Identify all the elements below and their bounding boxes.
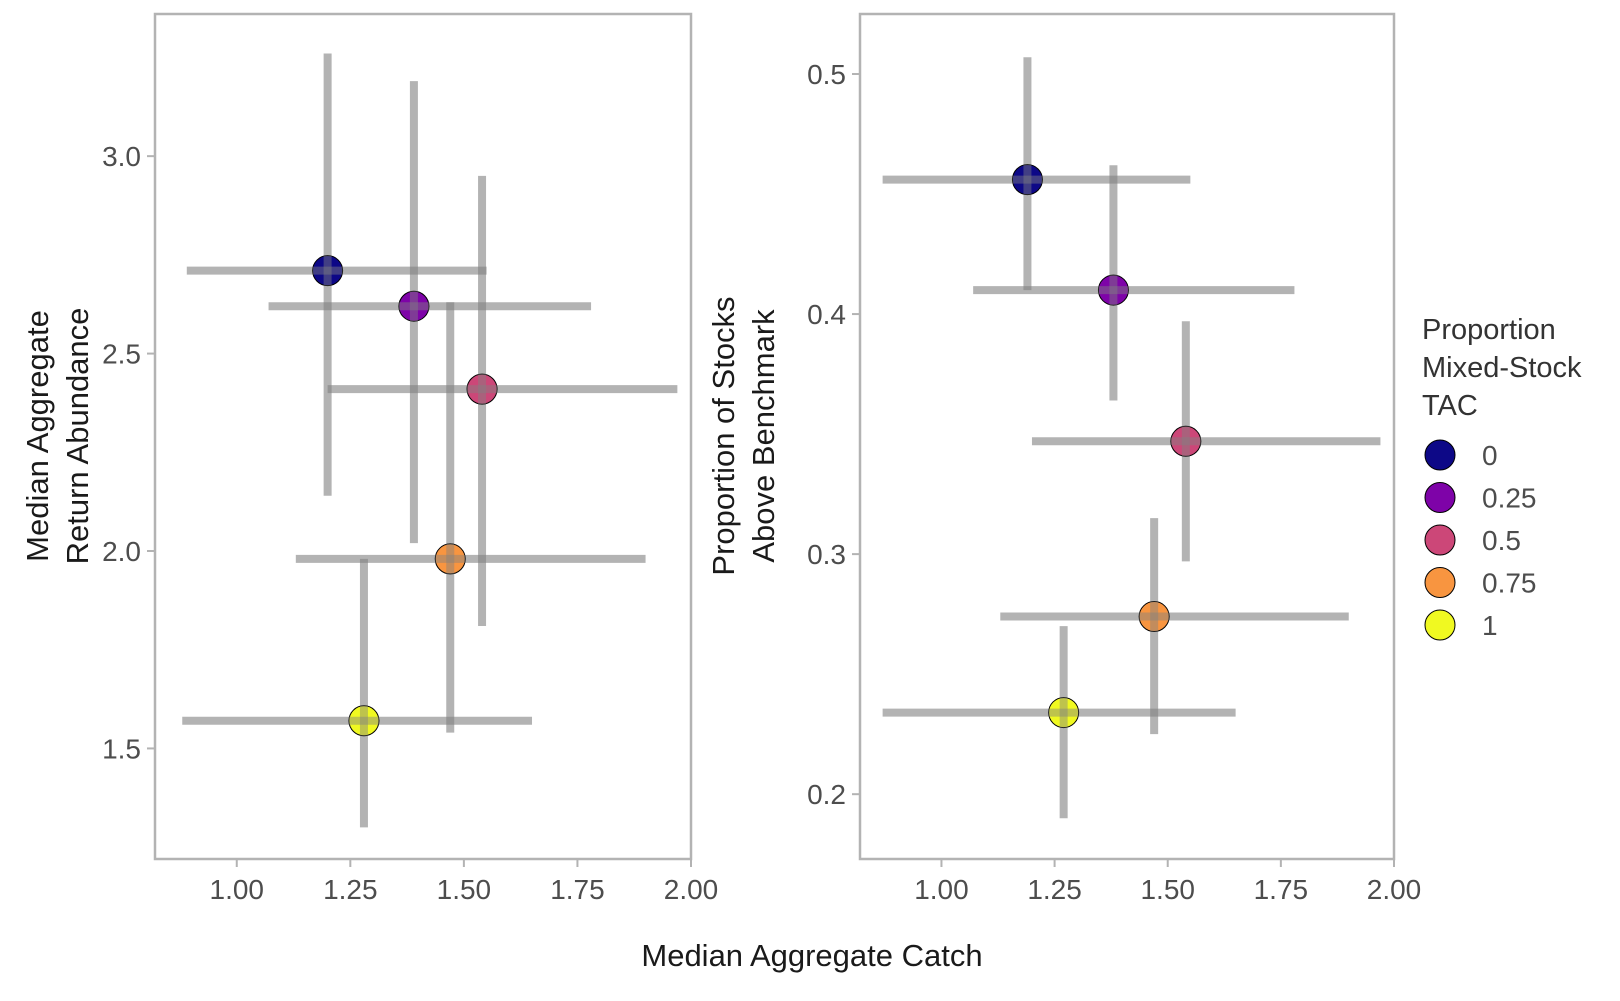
data-point — [1048, 697, 1080, 729]
y-axis-title-line: Above Benchmark — [746, 309, 781, 563]
legend-title-line-2: Mixed-Stock — [1422, 352, 1582, 384]
data-point — [466, 373, 498, 405]
legend-item: 0.5 — [1424, 524, 1521, 556]
data-point — [434, 543, 466, 575]
y-tick-label: 3.0 — [102, 141, 141, 172]
legend-item: 0 — [1424, 439, 1498, 471]
panel-border — [153, 12, 693, 861]
legend-key — [1424, 439, 1456, 471]
plot-marks — [882, 57, 1381, 819]
legend-key — [1424, 524, 1456, 556]
data-point — [312, 255, 344, 287]
legend-items: 0 0.25 0.5 0.75 1 — [1424, 439, 1537, 641]
y-axis-title-line: Return Abundance — [60, 308, 95, 565]
data-point — [1170, 425, 1202, 457]
x-tick-label: 1.00 — [210, 874, 265, 905]
x-tick-label: 2.00 — [1367, 874, 1422, 905]
panel-proportion-above-benchmark: 1.00 1.25 1.50 1.75 2.00 0.2 0.3 0.4 0.5 Proporti… — [706, 12, 1422, 905]
data-point — [348, 705, 380, 737]
x-tick-label: 1.25 — [1027, 874, 1082, 905]
legend-title-line-1: Proportion — [1422, 314, 1556, 346]
x-tick-label: 1.75 — [550, 874, 605, 905]
legend-key — [1424, 482, 1456, 513]
legend-label: 1 — [1482, 610, 1498, 641]
data-point — [398, 290, 430, 322]
legend-item: 0.25 — [1424, 482, 1537, 514]
panel-border — [858, 12, 1396, 861]
data-point — [1011, 164, 1043, 196]
legend-title-line-3: TAC — [1422, 390, 1478, 422]
legend-key — [1424, 609, 1456, 641]
x-tick-label: 1.25 — [323, 874, 378, 905]
y-axis-title-line: Median Aggregate — [20, 310, 55, 562]
legend: Proportion Mixed-Stock TAC 0 0.25 0.5 0.75 1 — [1422, 314, 1590, 641]
x-axis-title: Median Aggregate Catch — [641, 938, 982, 973]
y-tick-label: 1.5 — [102, 733, 141, 764]
plot-area — [155, 14, 691, 859]
legend-key — [1424, 567, 1456, 598]
legend-label: 0.5 — [1482, 525, 1521, 556]
y-tick-label: 0.4 — [807, 299, 846, 330]
legend-label: 0.75 — [1482, 568, 1537, 599]
y-tick-label: 2.5 — [102, 339, 141, 370]
y-tick-label: 0.3 — [807, 539, 846, 570]
x-tick-label: 1.75 — [1254, 874, 1309, 905]
legend-title: Proportion Mixed-Stock TAC — [1422, 314, 1590, 422]
x-tick-label: 1.50 — [1140, 874, 1195, 905]
y-tick-label: 2.0 — [102, 536, 141, 567]
plot-area — [860, 14, 1394, 859]
x-tick-label: 1.50 — [437, 874, 492, 905]
plot-marks — [182, 53, 678, 828]
data-point — [1138, 601, 1170, 633]
legend-item: 0.75 — [1424, 567, 1537, 599]
legend-item: 1 — [1424, 609, 1498, 641]
data-point — [1097, 274, 1129, 306]
y-axis-title-line: Proportion of Stocks — [706, 296, 741, 575]
legend-label: 0 — [1482, 440, 1498, 471]
x-tick-label: 1.00 — [914, 874, 969, 905]
panel-return-abundance: 1.00 1.25 1.50 1.75 2.00 1.5 2.0 2.5 3.0 Median A… — [20, 12, 719, 905]
y-tick-label: 0.5 — [807, 59, 846, 90]
y-tick-label: 0.2 — [807, 779, 846, 810]
legend-label: 0.25 — [1482, 483, 1537, 514]
x-tick-label: 2.00 — [664, 874, 719, 905]
